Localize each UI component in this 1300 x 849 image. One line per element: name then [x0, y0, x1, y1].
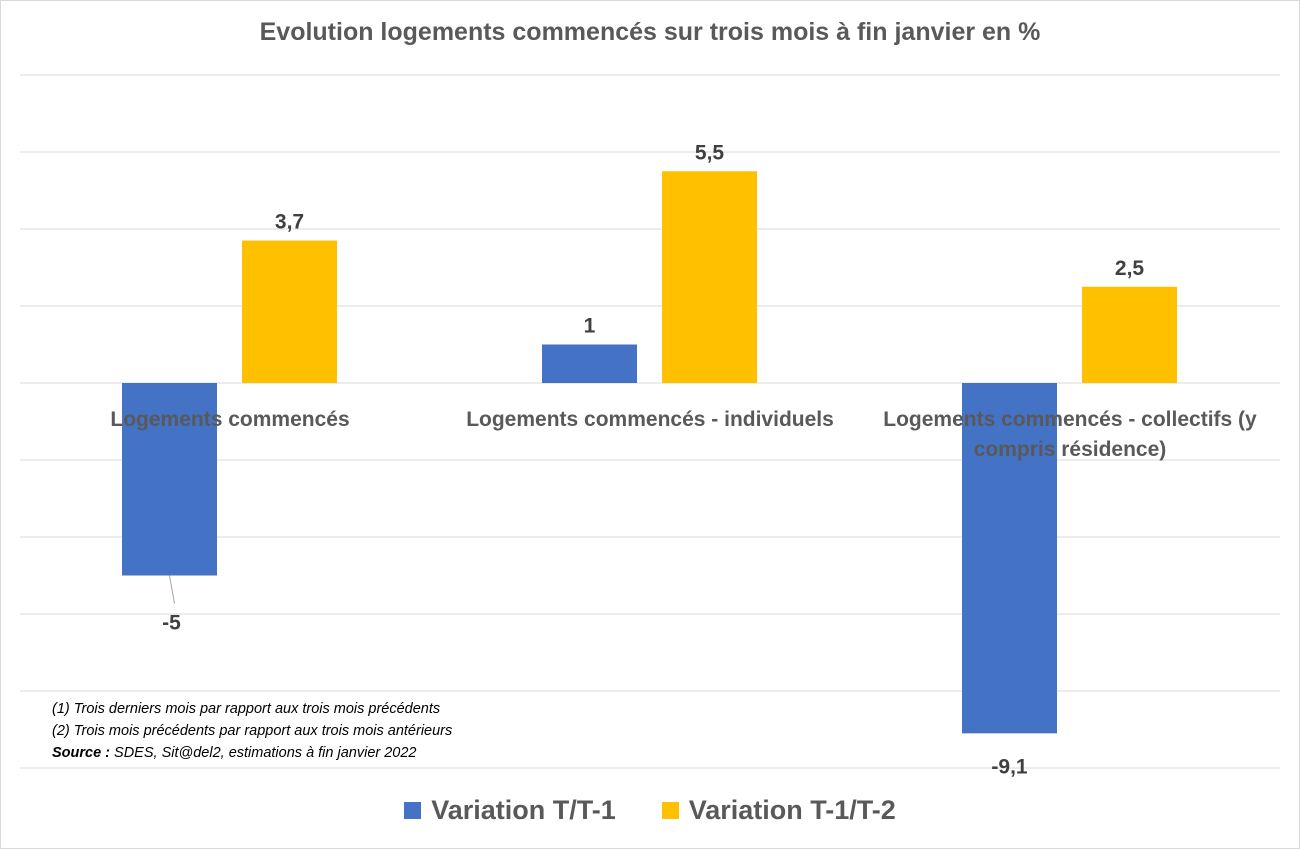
footnote-2: (2) Trois mois précédents par rapport au…	[52, 723, 453, 739]
legend-item-series-1: Variation T/T-1	[404, 795, 616, 826]
category-label: Logements commencés - individuels	[466, 408, 834, 431]
source-note: Source : SDES, Sit@del2, estimations à f…	[52, 742, 452, 764]
category-label-line: compris résidence)	[974, 438, 1167, 461]
bar	[542, 344, 637, 383]
bar	[242, 240, 337, 383]
legend-swatch-blue	[404, 802, 422, 819]
data-label: -5	[162, 612, 181, 635]
legend-label: Variation T/T-1	[431, 795, 616, 825]
bar	[962, 383, 1057, 734]
legend-swatch-yellow	[661, 802, 679, 819]
data-label: 2,5	[1115, 257, 1145, 280]
legend: Variation T/T-1 Variation T-1/T-2	[0, 795, 1300, 826]
category-label-line: Logements commencés - collectifs (y	[883, 408, 1257, 431]
data-label: 1	[584, 315, 596, 338]
source-label: Source :	[52, 745, 111, 761]
data-label: -9,1	[991, 755, 1028, 778]
bar	[662, 171, 757, 383]
bar	[1082, 286, 1177, 383]
bar	[122, 383, 217, 576]
data-label: 3,7	[275, 211, 304, 234]
source-text: SDES, Sit@del2, estimations à fin janvie…	[110, 745, 417, 761]
category-label: Logements commencés - collectifs (y compr…	[883, 408, 1257, 461]
category-label: Logements commencés	[110, 408, 349, 431]
footnotes: (1) Trois derniers mois par rapport aux …	[52, 698, 452, 764]
chart-title: Evolution logements commencés sur trois …	[259, 18, 1041, 46]
legend-label: Variation T-1/T-2	[688, 795, 896, 825]
leader-line	[169, 575, 175, 604]
legend-item-series-2: Variation T-1/T-2	[661, 795, 896, 826]
data-label: 5,5	[695, 141, 725, 164]
footnote-1: (1) Trois derniers mois par rapport aux …	[52, 701, 441, 717]
